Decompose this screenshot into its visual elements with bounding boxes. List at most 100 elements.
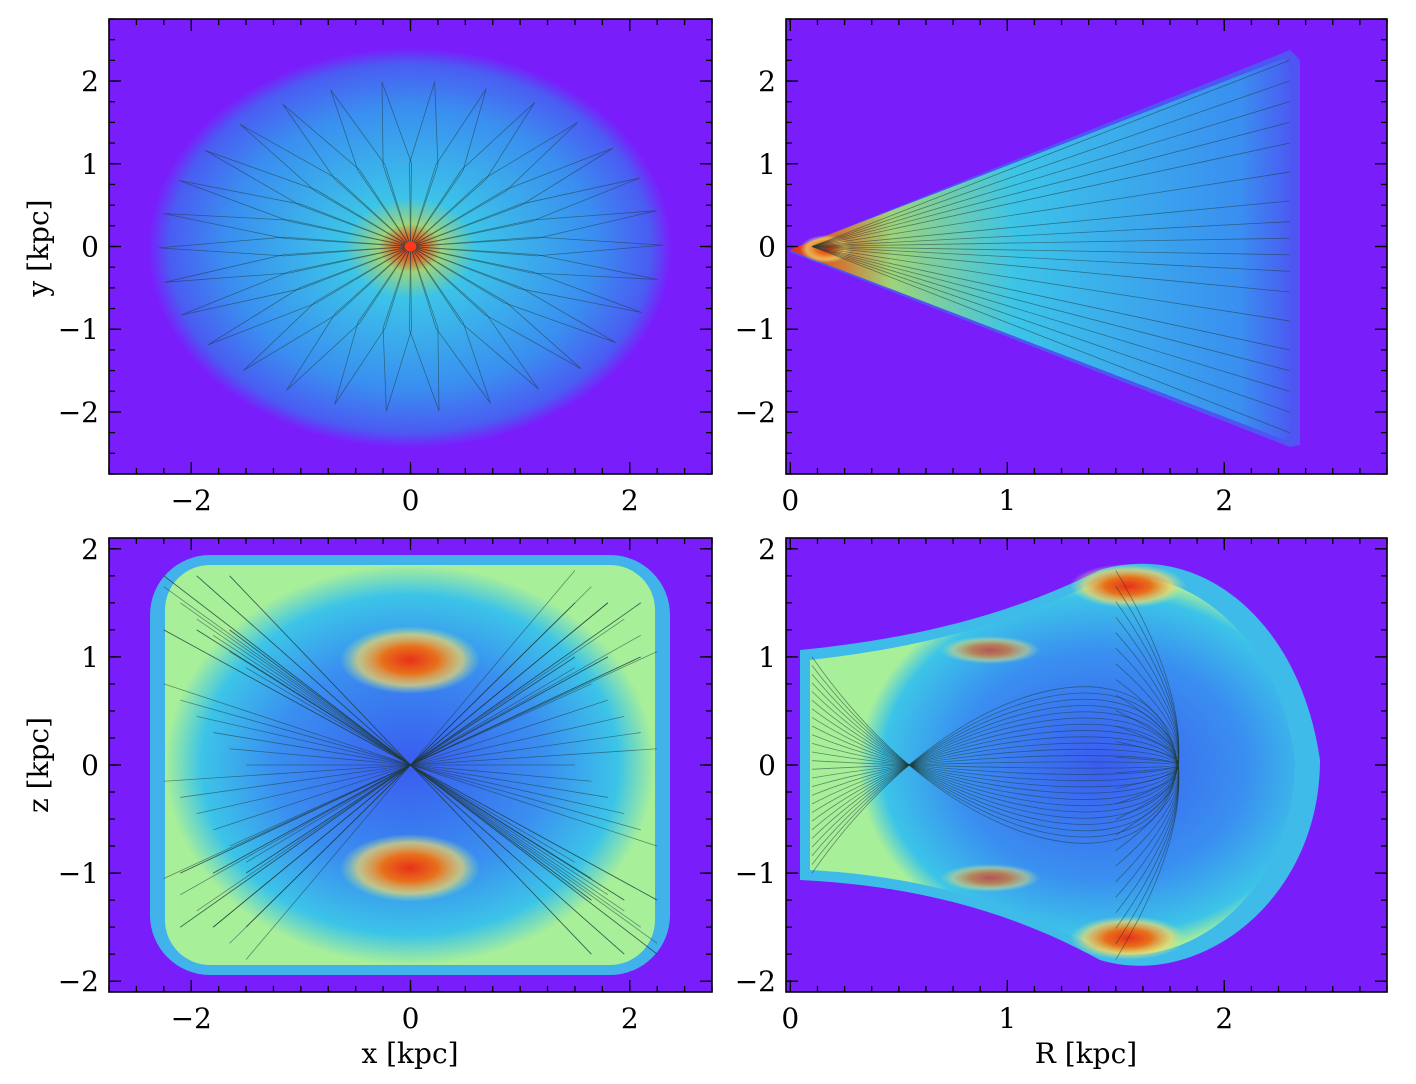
y-tick-label: 1 xyxy=(758,148,776,181)
y-tick-label: 2 xyxy=(81,65,99,98)
orbit-petal xyxy=(409,81,439,247)
orbit-petal xyxy=(285,246,411,391)
orbit-ray xyxy=(811,171,1290,247)
y-axis-title-top: y [kpc] xyxy=(22,199,55,297)
panel-Ry-axes: 0 1 2 −2 −1 0 1 2 xyxy=(735,18,1388,517)
orbit-ray xyxy=(811,122,1290,247)
y-tick-label: 2 xyxy=(758,65,776,98)
orbit-petal xyxy=(410,102,536,247)
x-tick-label: 0 xyxy=(402,1002,420,1035)
y-tick-label: −2 xyxy=(735,965,776,998)
orbit-loop xyxy=(811,723,1179,867)
orbit-petal xyxy=(410,147,614,247)
panel-xy-axes: −2 0 2 −2 −1 0 1 2 xyxy=(58,18,713,517)
orbit-ray xyxy=(811,246,1290,322)
orbit-petal xyxy=(410,88,487,247)
panel-Ry xyxy=(786,19,1387,474)
orbit-ray xyxy=(811,101,1290,247)
orbit-petal xyxy=(207,246,411,346)
x-tick-label: 2 xyxy=(1215,1002,1233,1035)
panel-xz-orbits xyxy=(163,570,658,960)
orbit-ray xyxy=(811,80,1290,247)
orbit-petal xyxy=(163,213,411,247)
y-tick-label: −2 xyxy=(735,396,776,429)
x-axis-title-right: R [kpc] xyxy=(1035,1037,1137,1070)
panel-xz-hotspot-top xyxy=(340,626,480,694)
panel-Rz-axes: 0 1 2 −2 −1 0 1 2 xyxy=(735,533,1388,1035)
orbit-petal xyxy=(410,177,641,247)
y-tick-label: 1 xyxy=(758,641,776,674)
orbit-petal xyxy=(410,210,657,247)
y-tick-label: 1 xyxy=(81,641,99,674)
orbit-petal xyxy=(164,246,411,283)
orbit-petal xyxy=(409,246,440,412)
orbit-loop xyxy=(811,698,1180,929)
orbit-petal xyxy=(158,236,411,257)
panel-Rz-hotspot-upper-arm xyxy=(940,636,1040,664)
panel-xy-center-peak xyxy=(404,241,417,252)
orbit-petal xyxy=(243,246,411,371)
y-tick-label: 0 xyxy=(81,749,99,782)
orbit-loop xyxy=(811,694,1179,794)
y-tick-label: −1 xyxy=(735,857,776,890)
y-tick-label: 0 xyxy=(758,749,776,782)
x-tick-label: 0 xyxy=(781,1002,799,1035)
orbit-petal xyxy=(410,246,658,280)
orbit-petal xyxy=(330,89,411,247)
orbit-petal xyxy=(410,246,642,313)
x-tick-label: −2 xyxy=(171,484,212,517)
panel-xy xyxy=(109,19,712,474)
x-tick-label: 2 xyxy=(621,484,639,517)
y-tick-label: −2 xyxy=(58,396,99,429)
orbit-loop xyxy=(811,686,1179,960)
panel-xz-axes: −2 0 2 −2 −1 0 1 2 xyxy=(58,533,713,1035)
orbit-ray xyxy=(812,221,1290,247)
orbit-loop xyxy=(811,717,1179,883)
orbit-loop xyxy=(811,705,1180,914)
y-tick-label: −1 xyxy=(58,857,99,890)
y-tick-label: 1 xyxy=(81,148,99,181)
orbit-loop xyxy=(811,570,1179,844)
orbit-ray xyxy=(811,246,1290,351)
panel-Rz-density xyxy=(810,576,1295,955)
orbit-petal xyxy=(410,122,578,247)
orbit-petal xyxy=(410,246,582,369)
orbit-petal xyxy=(381,81,412,247)
orbit-loop xyxy=(811,741,1180,775)
orbit-ray xyxy=(812,237,1290,247)
panel-Ry-orbits xyxy=(811,59,1290,434)
orbit-ray xyxy=(811,200,1290,247)
x-tick-label: 2 xyxy=(621,1002,639,1035)
panel-Rz xyxy=(786,538,1387,992)
orbit-petal xyxy=(282,103,411,247)
y-tick-label: −1 xyxy=(58,313,99,346)
orbit-petal xyxy=(204,150,411,247)
orbit-ray xyxy=(811,59,1290,247)
panel-Ry-density xyxy=(792,58,1290,440)
orbit-loop xyxy=(812,761,1180,774)
y-tick-label: −1 xyxy=(735,313,776,346)
panel-Rz-hotspot-lower-arm xyxy=(940,864,1040,892)
x-tick-label: 1 xyxy=(998,484,1016,517)
orbit-petal xyxy=(334,246,411,405)
orbit-petal xyxy=(179,180,411,247)
y-tick-label: 0 xyxy=(758,231,776,264)
panel-xz-hotspot-bottom xyxy=(340,834,480,902)
x-tick-label: 2 xyxy=(1215,484,1233,517)
orbit-loop xyxy=(812,756,1180,769)
orbit-petal xyxy=(382,246,412,412)
orbit-diagonal xyxy=(163,586,658,944)
orbit-petal xyxy=(410,246,617,343)
orbit-ray xyxy=(811,246,1290,434)
orbit-ray xyxy=(811,246,1290,293)
orbit-ray xyxy=(812,246,1290,256)
orbit-petal xyxy=(410,246,491,404)
panel-xy-orbits xyxy=(158,81,663,412)
x-tick-label: −2 xyxy=(171,1002,212,1035)
orbit-loop xyxy=(811,730,1179,851)
orbit-ray xyxy=(812,246,1290,272)
panel-Rz-hotspot-top xyxy=(1070,564,1186,608)
orbit-ray xyxy=(811,246,1290,413)
orbit-petal xyxy=(180,246,411,316)
